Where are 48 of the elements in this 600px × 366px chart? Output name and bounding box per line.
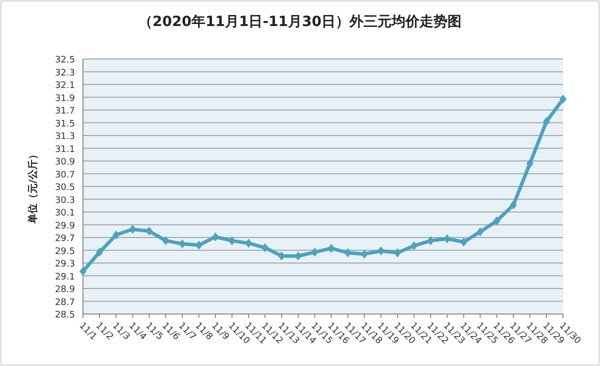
point <box>377 246 384 256</box>
point <box>294 251 302 260</box>
point <box>410 241 418 250</box>
point <box>178 239 186 248</box>
point <box>542 116 550 126</box>
y-tick-label: 30.5 <box>54 183 75 193</box>
point <box>112 230 120 240</box>
y-tick-label: 30.1 <box>54 208 75 218</box>
point <box>262 243 269 252</box>
y-tick-label: 32.3 <box>54 68 75 78</box>
point <box>212 232 219 242</box>
y-tick-label: 31.3 <box>54 132 75 142</box>
point <box>311 248 318 257</box>
y-tick-label: 32.5 <box>54 56 75 66</box>
y-tick-label: 29.3 <box>54 260 75 270</box>
y-tick-label: 29.1 <box>54 272 75 282</box>
point <box>245 238 252 248</box>
point <box>96 248 104 257</box>
point <box>344 248 352 258</box>
point <box>560 94 566 104</box>
point <box>526 159 534 168</box>
point <box>328 244 335 253</box>
y-tick-label: 32.1 <box>54 81 75 91</box>
y-tick-label: 30.9 <box>54 158 76 168</box>
y-tick-label: 31.9 <box>54 94 76 104</box>
point <box>129 224 136 234</box>
point <box>460 237 468 246</box>
point <box>510 200 517 210</box>
y-tick-label: 30.3 <box>54 196 75 206</box>
point <box>146 226 153 236</box>
y-tick-label: 31.5 <box>54 119 75 130</box>
chart-title: （2020年11月1日-11月30日）外三元均价走势图 <box>138 14 462 30</box>
point <box>493 216 500 226</box>
y-tick-label: 28.9 <box>54 285 76 295</box>
point <box>228 236 236 246</box>
point <box>80 266 86 276</box>
y-tick-label: 31.7 <box>54 106 75 116</box>
point <box>476 227 484 236</box>
y-axis-title: 单位（元/公斤） <box>27 150 39 224</box>
y-tick-label: 29.7 <box>54 234 75 244</box>
point <box>162 236 170 246</box>
y-tick-label: 30.7 <box>54 170 75 180</box>
y-tick-label: 29.9 <box>54 221 76 232</box>
y-tick-label: 31.1 <box>54 144 75 155</box>
y-tick-label: 29.5 <box>54 246 75 257</box>
point <box>444 234 451 244</box>
y-tick-label: 28.7 <box>54 298 75 308</box>
y-tick-label: 28.5 <box>54 310 75 320</box>
